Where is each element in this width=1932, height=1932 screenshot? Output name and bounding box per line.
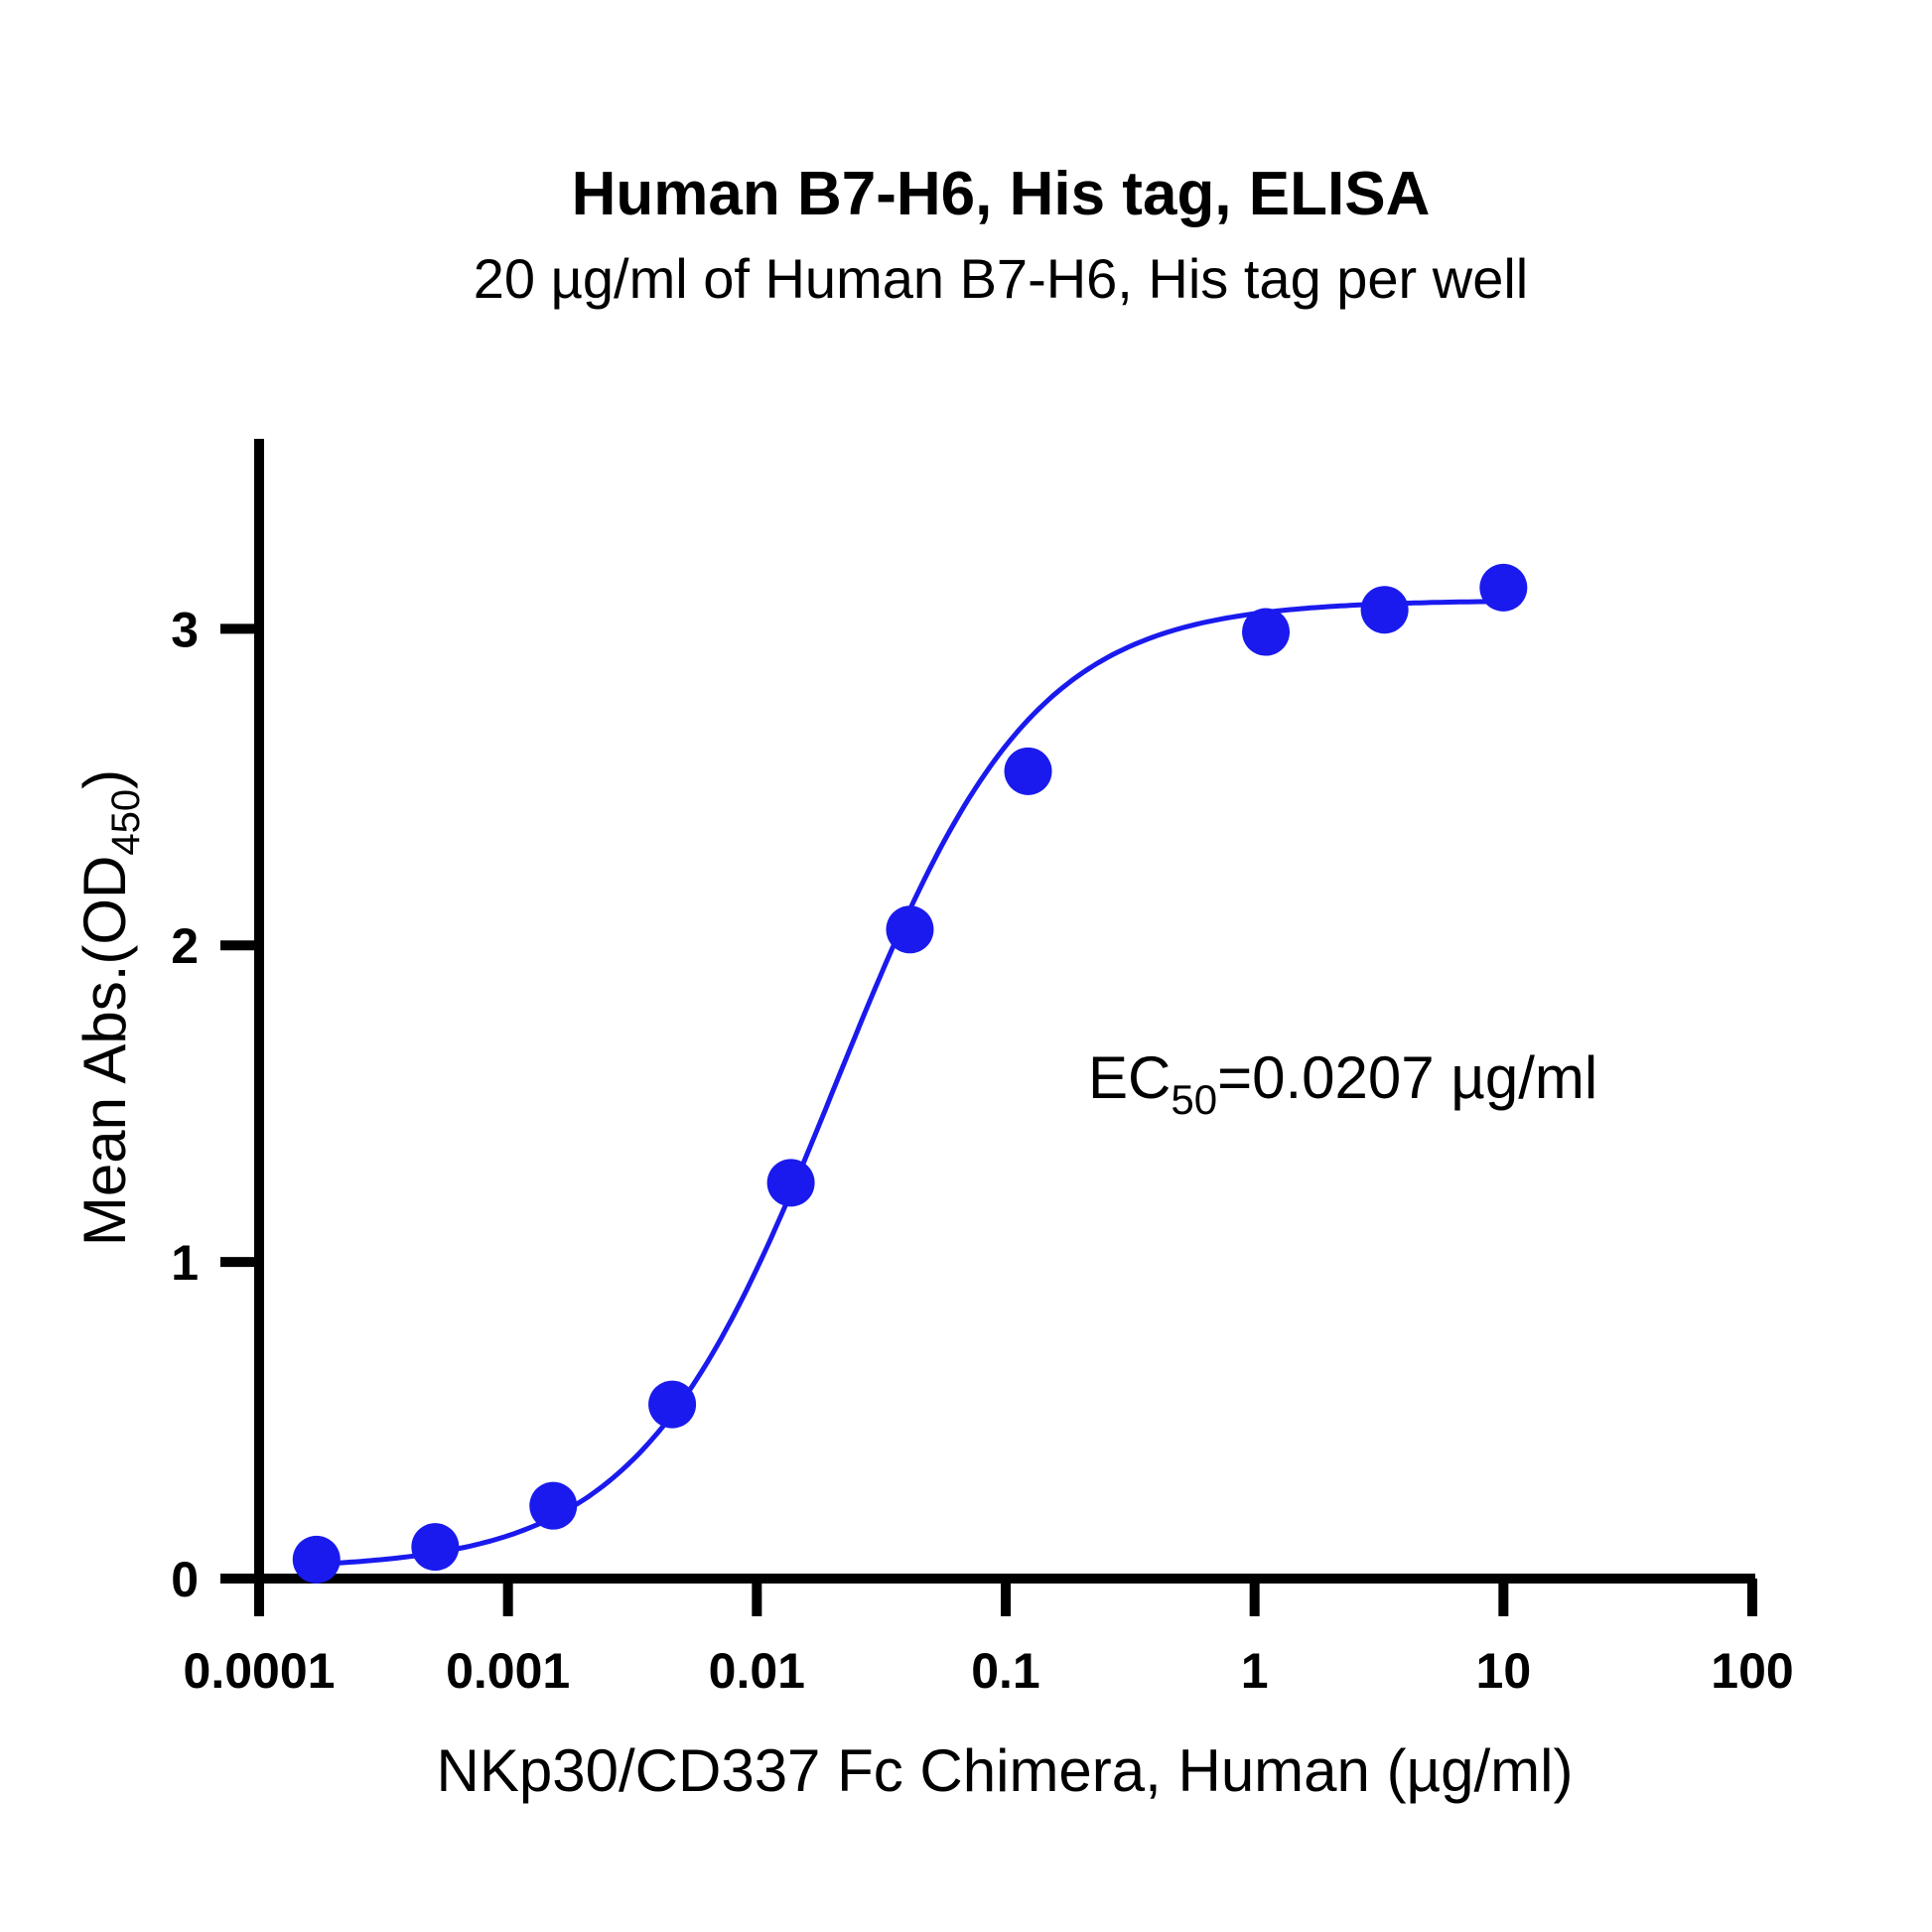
data-points: [292, 563, 1528, 1584]
data-point: [648, 1380, 697, 1429]
y-tick-label: 2: [171, 918, 199, 974]
data-point: [1242, 608, 1291, 656]
data-point: [1004, 747, 1052, 795]
ec50-subscript: 50: [1171, 1076, 1217, 1123]
x-axis-label: NKp30/CD337 Fc Chimera, Human (µg/ml): [437, 1737, 1574, 1804]
y-tick-label: 0: [171, 1552, 199, 1607]
y-axis-label-subscript: 450: [104, 789, 148, 856]
x-tick-label: 100: [1711, 1643, 1793, 1699]
y-axis-label-main: Mean Abs.(OD: [71, 856, 138, 1247]
x-tick-label: 0.01: [709, 1643, 805, 1699]
axes: [254, 439, 1755, 1584]
y-axis-label-close: ): [71, 769, 138, 789]
ec50-prefix: EC: [1088, 1044, 1171, 1111]
data-point: [411, 1523, 460, 1572]
x-tick-label: 10: [1476, 1643, 1532, 1699]
data-point: [1360, 586, 1409, 634]
x-tick-label: 0.1: [971, 1643, 1040, 1699]
data-point: [766, 1159, 815, 1207]
chart-title: Human B7-H6, His tag, ELISA: [572, 160, 1431, 228]
x-tick-label: 0.0001: [184, 1643, 336, 1699]
data-point: [1479, 563, 1528, 612]
y-tick-label: 1: [171, 1235, 199, 1291]
x-tick-label: 0.001: [446, 1643, 570, 1699]
y-tick-label: 3: [171, 602, 199, 657]
x-tick-label: 1: [1241, 1643, 1269, 1699]
y-ticks: 0 1 2 3: [171, 602, 259, 1607]
ec50-value: =0.0207 µg/ml: [1217, 1044, 1597, 1111]
chart-subtitle: 20 µg/ml of Human B7-H6, His tag per wel…: [474, 247, 1528, 310]
data-point: [529, 1481, 578, 1530]
ec50-annotation: EC50=0.0207 µg/ml: [1088, 1044, 1597, 1123]
y-axis-label: Mean Abs.(OD450): [71, 769, 148, 1246]
data-point: [886, 905, 934, 954]
x-ticks: 0.0001 0.001 0.01 0.1 1 10 100: [184, 1579, 1794, 1699]
data-point: [292, 1535, 341, 1584]
